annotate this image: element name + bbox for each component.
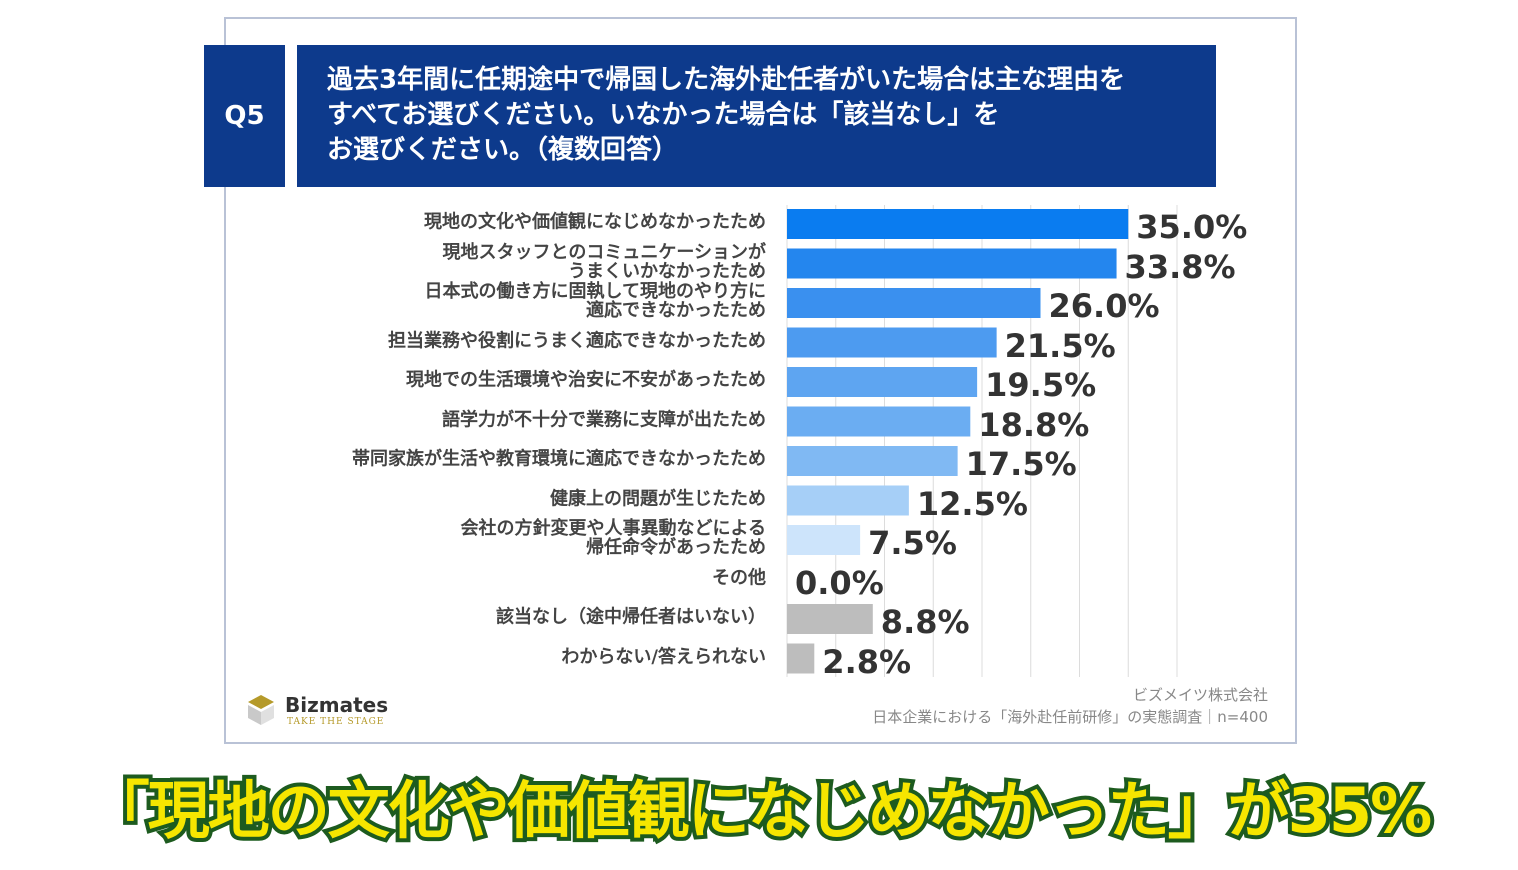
bar <box>787 525 861 555</box>
category-label: 帯同家族が生活や教育環境に適応できなかったため <box>352 448 766 470</box>
category-label: 日本式の働き方に固執して現地のやり方に 適応できなかったため <box>424 281 766 321</box>
chart-card <box>224 17 1297 744</box>
bar <box>787 643 815 674</box>
value-label: 35.0% <box>1136 208 1248 246</box>
bar <box>787 248 1117 279</box>
bar <box>787 209 1129 239</box>
bar <box>787 604 873 634</box>
bar <box>787 327 997 358</box>
logo-icon <box>246 693 276 727</box>
bar <box>787 367 978 397</box>
value-label: 21.5% <box>1004 326 1116 365</box>
value-label: 8.8% <box>880 603 970 641</box>
value-label: 19.5% <box>985 366 1097 404</box>
category-label: 健康上の問題が生じたため <box>550 488 766 509</box>
value-label: 7.5% <box>868 524 957 562</box>
bar <box>787 485 909 516</box>
logo-tagline: TAKE THE STAGE <box>287 717 385 727</box>
bar <box>787 446 958 476</box>
category-label: 担当業務や役割にうまく適応できなかったため <box>388 330 766 351</box>
value-label: 0.0% <box>795 563 884 602</box>
category-label: 語学力が不十分で業務に支障が出たため <box>442 409 766 430</box>
bar <box>787 406 971 437</box>
chart-title: 過去3年間に任期途中で帰国した海外赴任者がいた場合は主な理由を すべてお選びくだ… <box>297 45 1216 187</box>
logo-name: Bizmates <box>285 693 389 717</box>
caption: 「現地の文化や価値観になじめなかった」が35% <box>84 770 1436 851</box>
category-label: その他 <box>712 567 766 588</box>
bar <box>787 288 1041 318</box>
source: ビズメイツ株式会社 <box>1132 686 1268 704</box>
category-label: 会社の方針変更や人事異動などによる 帰任命令があったため <box>460 518 766 558</box>
question-number: Q5 <box>204 45 285 187</box>
category-label: わからない/答えられない <box>561 646 766 667</box>
logo-shape <box>248 695 274 725</box>
value-label: 26.0% <box>1048 287 1160 325</box>
category-label: 現地スタッフとのコミュニケーションが うまくいかなかったため <box>442 241 766 282</box>
value-label: 17.5% <box>965 445 1077 483</box>
category-label: 現地での生活環境や治安に不安があったため <box>406 369 766 391</box>
category-label: 現地の文化や価値観になじめなかったため <box>424 211 766 233</box>
value-label: 18.8% <box>978 405 1090 444</box>
value-label: 2.8% <box>822 642 912 681</box>
category-label: 該当なし（途中帰任者はいない） <box>496 606 766 628</box>
value-label: 12.5% <box>916 484 1028 523</box>
value-label: 33.8% <box>1124 247 1236 286</box>
source: 日本企業における「海外赴任前研修」の実態調査｜n=400 <box>872 708 1268 726</box>
